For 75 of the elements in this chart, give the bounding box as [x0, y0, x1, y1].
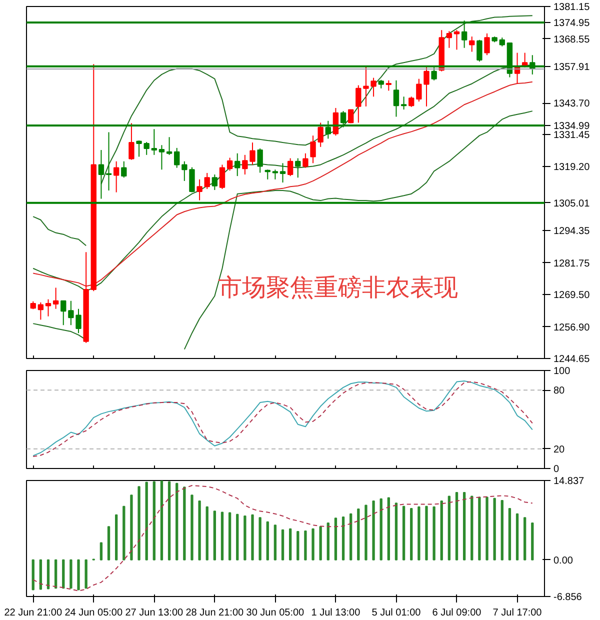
candlestick: [295, 158, 301, 178]
candlestick: [158, 144, 165, 170]
candlestick: [182, 160, 188, 182]
y-tick-label: -6.856: [554, 592, 582, 603]
candlestick: [136, 140, 142, 158]
candlestick: [476, 39, 482, 62]
candlestick: [302, 152, 308, 168]
x-tick-label: 27 Jun 13:00: [125, 608, 184, 618]
x-tick-label: 6 Jul 09:00: [432, 608, 482, 618]
candlestick: [121, 160, 127, 178]
y-tick-label: 0.00: [554, 555, 574, 566]
candlestick: [98, 150, 104, 200]
candlestick: [38, 302, 44, 320]
candlestick: [356, 84, 362, 124]
candlestick: [45, 298, 52, 317]
candlestick: [484, 32, 490, 56]
candlestick: [174, 147, 180, 168]
y-tick-label: 1319.20: [554, 162, 590, 173]
y-tick-label: 14.837: [554, 476, 585, 487]
candlestick: [446, 30, 452, 48]
x-tick-label: 30 Jun 05:00: [246, 608, 305, 618]
candlestick: [234, 152, 240, 177]
candlestick: [469, 36, 475, 52]
candlestick: [60, 300, 66, 326]
ref-line-label: 1374.95: [554, 18, 590, 29]
candlestick: [113, 160, 120, 193]
candlestick: [408, 96, 414, 108]
y-tick-label: 1244.65: [554, 354, 590, 365]
y-tick-label: 1368.55: [554, 34, 590, 46]
candlestick: [151, 128, 157, 156]
y-tick-label: 1331.45: [554, 130, 590, 142]
x-tick-label: 5 Jul 01:00: [372, 608, 422, 618]
candlestick: [280, 162, 286, 183]
candlestick: [189, 166, 195, 193]
y-tick-label: 1343.70: [554, 98, 590, 110]
candlestick: [393, 80, 400, 118]
ref-line-label: 1305.01: [554, 198, 590, 210]
candlestick: [257, 148, 263, 174]
y-tick-label: 20: [554, 444, 566, 456]
candlestick: [128, 122, 134, 160]
candlestick: [310, 135, 316, 164]
x-tick-label: 24 Jun 05:00: [64, 608, 123, 618]
candlestick: [264, 169, 270, 180]
candlestick: [454, 30, 460, 50]
candlestick: [400, 96, 407, 110]
y-tick-label: 1269.50: [554, 290, 590, 301]
candlestick: [272, 169, 278, 180]
candlestick: [348, 109, 354, 124]
y-tick-label: 80: [554, 386, 566, 397]
y-tick-label: 1281.75: [554, 258, 590, 270]
y-tick-label: 0: [554, 464, 560, 475]
x-tick-label: 28 Jun 21:00: [186, 608, 244, 618]
candlestick: [52, 287, 59, 310]
candlestick: [166, 136, 172, 156]
candlestick: [219, 164, 226, 190]
candlestick: [226, 157, 233, 172]
y-tick-label: 1294.35: [554, 226, 590, 237]
ref-line-label: 1357.91: [554, 62, 590, 73]
candlestick: [212, 174, 218, 190]
annotation: 市场聚焦重磅非农表现: [218, 274, 458, 302]
candlestick: [287, 158, 294, 177]
x-tick-label: 22 Jun 21:00: [4, 608, 62, 618]
x-tick-label: 7 Jul 17:00: [492, 608, 542, 618]
y-tick-label: 1381.15: [554, 2, 590, 13]
y-tick-label: 1256.90: [554, 322, 590, 334]
candlestick: [106, 132, 112, 191]
candlestick: [318, 122, 324, 148]
candlestick: [196, 178, 202, 201]
x-tick-label: 1 Jul 13:00: [311, 608, 361, 618]
candlestick: [386, 80, 392, 92]
line-series: [32, 485, 533, 592]
y-tick-label: 100: [554, 366, 571, 377]
candlestick: [144, 142, 150, 156]
candlestick: [204, 172, 210, 190]
ref-line-label: 1334.99: [554, 121, 590, 132]
